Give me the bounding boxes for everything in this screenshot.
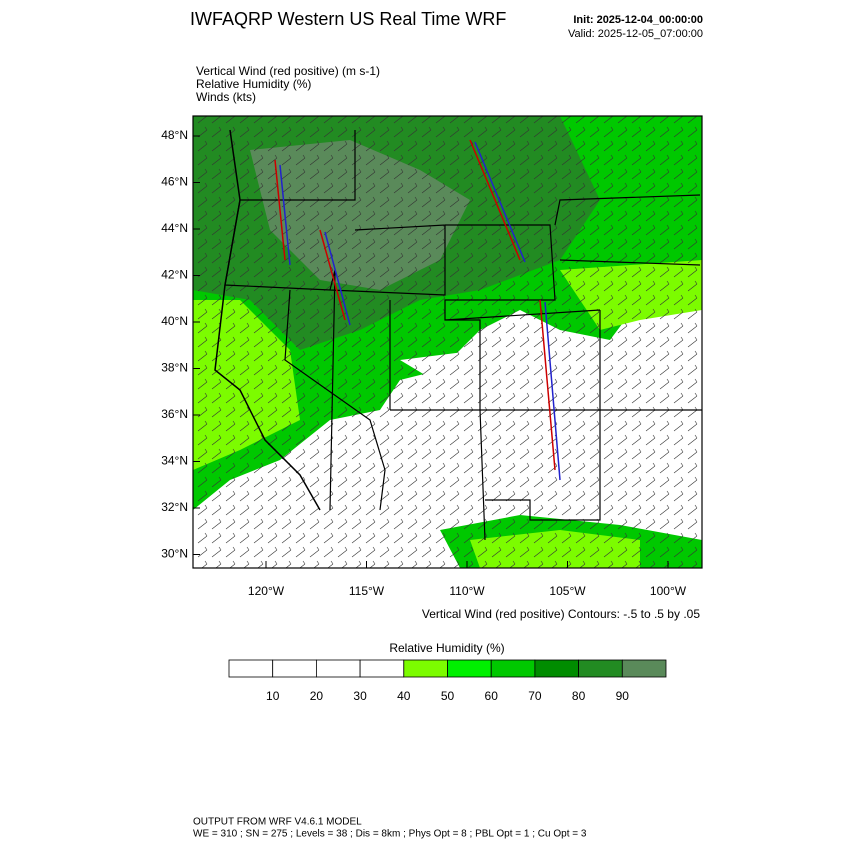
- lon-label: 120°W: [248, 584, 285, 598]
- lon-label: 100°W: [650, 584, 687, 598]
- map: [193, 116, 702, 568]
- lat-label: 36°N: [161, 407, 188, 421]
- colorbar-box: [315, 659, 361, 678]
- title: IWFAQRP Western US Real Time WRF: [190, 9, 506, 29]
- colorbar-label: 60: [485, 689, 499, 703]
- lat-label: 34°N: [161, 454, 188, 468]
- colorbar-title: Relative Humidity (%): [389, 641, 504, 655]
- lat-label: 30°N: [161, 547, 188, 561]
- contour-note: Vertical Wind (red positive) Contours: -…: [422, 607, 700, 621]
- colorbar-box: [447, 659, 492, 678]
- field-list: Vertical Wind (red positive) (m s-1)Rela…: [196, 64, 380, 104]
- colorbar: 10 20 30 40 50 60 70 80 90: [228, 659, 667, 703]
- lon-label: 110°W: [449, 584, 485, 598]
- colorbar-label: 90: [616, 689, 630, 703]
- lat-label: 46°N: [161, 175, 188, 189]
- init-time: Init: 2025-12-04_00:00:00: [573, 14, 703, 26]
- lon-label: 115°W: [349, 584, 385, 598]
- colorbar-label: 50: [441, 689, 455, 703]
- colorbar-label: 40: [397, 689, 411, 703]
- colorbar-box: [490, 659, 536, 678]
- field-label: Vertical Wind (red positive) (m s-1): [196, 64, 380, 78]
- colorbar-box: [621, 659, 667, 678]
- map-frame: [192, 115, 703, 569]
- lat-label: 38°N: [161, 361, 188, 375]
- field-label: Relative Humidity (%): [196, 77, 311, 91]
- colorbar-box: [359, 659, 405, 678]
- lon-label: 105°W: [549, 584, 586, 598]
- lat-label: 44°N: [161, 221, 188, 235]
- colorbar-box: [403, 659, 448, 678]
- colorbar-box: [228, 659, 274, 678]
- lon-labels: 120°W 115°W 110°W 105°W 100°W: [248, 561, 687, 598]
- colorbar-label: 70: [528, 689, 542, 703]
- colorbar-label: 30: [353, 689, 367, 703]
- field-label: Winds (kts): [196, 90, 256, 104]
- lat-label: 40°N: [161, 314, 188, 328]
- colorbar-label: 80: [572, 689, 586, 703]
- colorbar-box: [272, 659, 317, 678]
- colorbar-box: [534, 659, 580, 678]
- footer-line: OUTPUT FROM WRF V4.6.1 MODEL: [193, 817, 362, 828]
- colorbar-label: 20: [310, 689, 324, 703]
- colorbar-label: 10: [266, 689, 280, 703]
- lat-label: 42°N: [161, 268, 188, 282]
- lat-label: 48°N: [161, 128, 188, 142]
- colorbar-box: [578, 659, 623, 678]
- lat-label: 32°N: [161, 500, 188, 514]
- lat-labels: 48°N 46°N 44°N 42°N 40°N 38°N 36°N 34°N 32°N 30°N: [161, 128, 200, 561]
- footer-line: WE = 310 ; SN = 275 ; Levels = 38 ; Dis …: [193, 829, 587, 840]
- valid-time: Valid: 2025-12-05_07:00:00: [568, 28, 703, 40]
